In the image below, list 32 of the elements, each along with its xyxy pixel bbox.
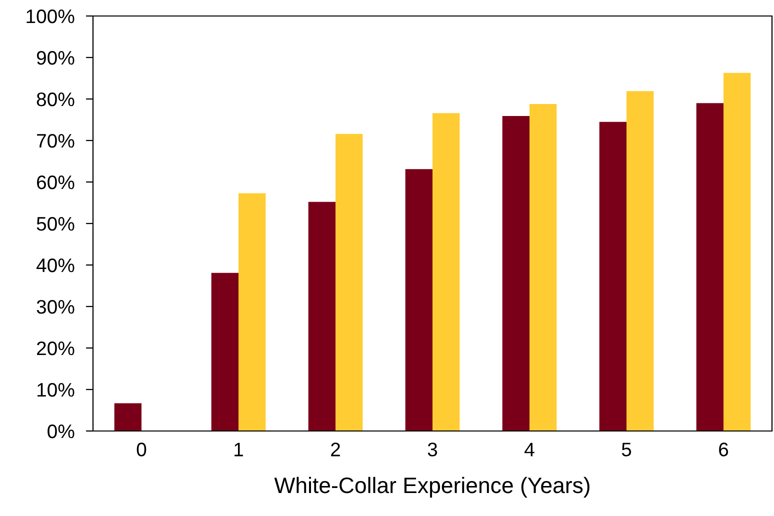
y-tick-label: 20% [37,341,74,356]
x-tick-label: 2 [331,442,340,456]
bar [626,91,654,431]
bar [405,169,432,431]
x-tick-label: 1 [234,442,243,456]
bar [238,193,266,431]
bar [336,134,363,431]
y-tick-label: 60% [37,175,74,190]
bar [696,103,724,431]
x-tick-label: 3 [428,442,438,456]
y-tick-label: 0% [48,424,74,438]
bar [308,202,336,431]
y-tick-label: 70% [37,134,74,148]
bar [502,116,530,431]
x-tick-label: 6 [719,442,728,456]
x-tick-label: 0 [136,442,146,456]
bar [599,122,626,431]
x-tick-label: 4 [524,442,534,456]
y-tick-label: 40% [36,258,74,272]
y-tick-label: 30% [36,300,74,314]
bar [530,104,557,431]
y-tick-label: 80% [36,92,74,106]
y-tick-label: 90% [36,50,74,65]
y-tick-label: 50% [36,216,74,231]
bar [724,72,751,431]
bar [211,272,238,431]
bar [432,113,460,431]
bar [114,403,142,431]
y-tick-label: 10% [38,382,74,397]
y-tick-label: 100% [26,9,74,24]
x-tick-label: 5 [622,442,632,456]
x-axis-title: White-Collar Experience (Years) [274,476,590,498]
